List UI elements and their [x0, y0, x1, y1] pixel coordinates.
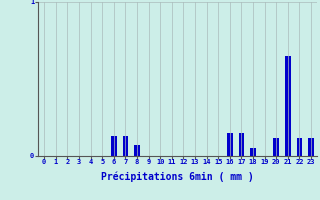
Bar — [134, 145, 140, 156]
Bar — [250, 148, 256, 156]
Bar — [111, 136, 117, 156]
Bar — [285, 56, 291, 156]
Bar — [297, 138, 302, 156]
Bar — [123, 136, 128, 156]
Bar — [273, 138, 279, 156]
Bar — [238, 133, 244, 156]
X-axis label: Précipitations 6min ( mm ): Précipitations 6min ( mm ) — [101, 171, 254, 182]
Bar — [227, 133, 233, 156]
Bar — [308, 138, 314, 156]
